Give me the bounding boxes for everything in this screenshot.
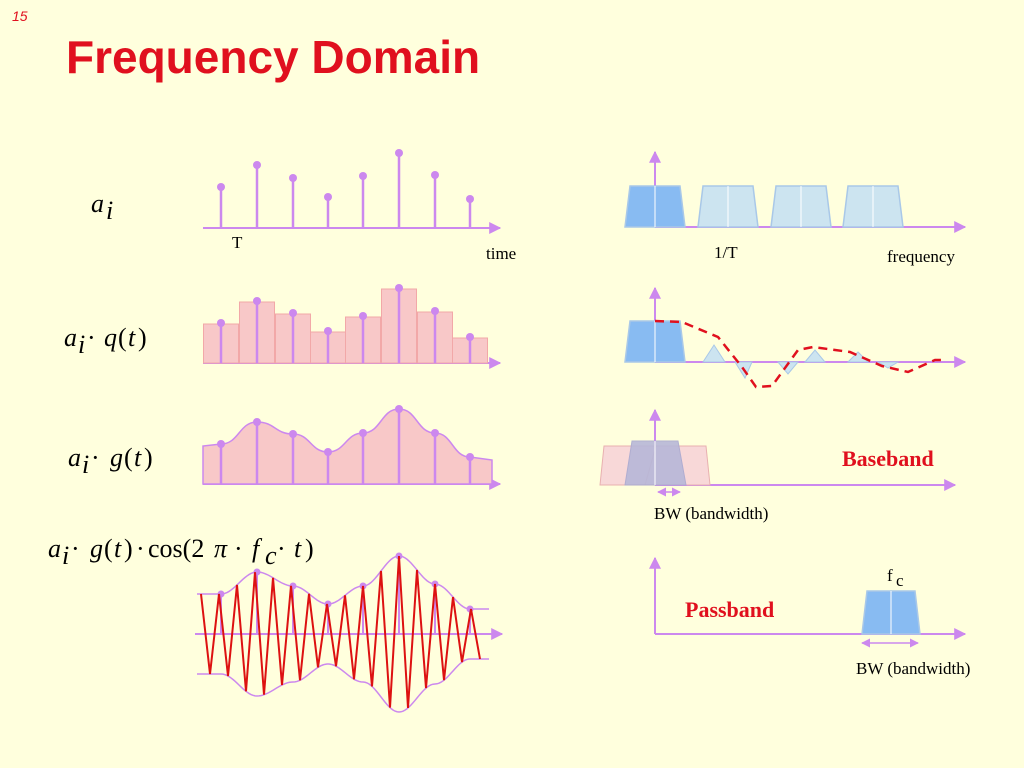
formula-a: a <box>91 189 104 218</box>
row3-formula: a i · g ( t ) <box>68 443 153 479</box>
pulse-dot <box>289 309 297 317</box>
spectrum-passband-plot <box>649 556 967 648</box>
formula-open: ( <box>118 323 127 352</box>
impulse-dot <box>395 149 403 157</box>
carrier-wave <box>200 555 481 708</box>
formula-sub-i: i <box>106 196 113 225</box>
passband-label: Passband <box>685 597 774 622</box>
formula-a: a <box>48 534 61 563</box>
formula-t: t <box>128 323 136 352</box>
formula-t: t <box>134 443 142 472</box>
formula-fn: g <box>110 443 123 472</box>
formula-dot: · <box>91 443 100 472</box>
shaped-dot <box>359 429 367 437</box>
slide-title: Frequency Domain <box>66 31 481 83</box>
period-label: T <box>232 233 243 252</box>
formula-dot: · <box>136 534 145 563</box>
formula-t: t <box>114 534 122 563</box>
passband-bandwidth-label: BW (bandwidth) <box>856 659 970 678</box>
formula-cos: cos(2 <box>148 534 204 563</box>
shaped-dot <box>466 453 474 461</box>
row4-formula: a i · g ( t ) · cos(2 π · f c · t ) <box>48 534 314 570</box>
upper-envelope <box>197 555 489 610</box>
row3-shaped-pulse-plot <box>202 405 502 490</box>
baseband-label: Baseband <box>842 446 934 471</box>
formula-close: ) <box>144 443 153 472</box>
shaped-dot <box>395 405 403 413</box>
impulse-dot <box>217 183 225 191</box>
impulse-dot <box>289 174 297 182</box>
pulse-dot <box>217 319 225 327</box>
formula-open: ( <box>124 443 133 472</box>
pulse-dot <box>253 297 261 305</box>
formula-close: ) <box>124 534 133 563</box>
formula-f: f <box>252 534 263 563</box>
formula-sub-i: i <box>62 541 69 570</box>
formula-sub-i: i <box>78 330 85 359</box>
inverse-period-label: 1/T <box>714 243 738 262</box>
formula-close: ) <box>305 534 314 563</box>
sidelobe <box>702 344 726 363</box>
formula-sub-i: i <box>82 450 89 479</box>
pulse-dot <box>395 284 403 292</box>
freq-axis-label: frequency <box>887 247 955 266</box>
impulse-dot <box>324 193 332 201</box>
formula-t: t <box>294 534 302 563</box>
formula-close: ) <box>138 323 147 352</box>
formula-fn: q <box>104 323 117 352</box>
formula-fn: g <box>90 534 103 563</box>
formula-a: a <box>68 443 81 472</box>
dashed-envelope <box>654 319 945 389</box>
formula-dot: · <box>71 534 80 563</box>
pulse-dot <box>466 333 474 341</box>
spectrum-rect-pulse-plot <box>624 286 967 389</box>
row4-modulated-plot <box>195 552 504 713</box>
formula-dot: · <box>277 534 286 563</box>
impulse-dot <box>431 171 439 179</box>
formula-dot: · <box>87 323 96 352</box>
slide-number: 15 <box>12 8 28 24</box>
formula-pi: π <box>214 534 228 563</box>
pulse-dot <box>359 312 367 320</box>
formula-sub-c: c <box>265 541 277 570</box>
shaped-dot <box>431 429 439 437</box>
carrier-frequency-sub: c <box>896 571 904 590</box>
impulse-dot <box>253 161 261 169</box>
formula-a: a <box>64 323 77 352</box>
spectrum-baseband-plot <box>599 408 957 497</box>
sidelobe <box>803 349 827 363</box>
row1-formula: a i <box>91 189 113 225</box>
pulse-dot <box>324 327 332 335</box>
shaped-dot <box>217 440 225 448</box>
formula-open: ( <box>104 534 113 563</box>
shaped-dot <box>289 430 297 438</box>
baseband-bandwidth-label: BW (bandwidth) <box>654 504 768 523</box>
spectrum-sampled-plot <box>624 150 967 233</box>
row1-impulse-plot <box>203 149 502 234</box>
impulse-dot <box>359 172 367 180</box>
impulse-dot <box>466 195 474 203</box>
formula-dot: · <box>234 534 243 563</box>
pulse-dot <box>431 307 439 315</box>
shaped-dot <box>324 448 332 456</box>
shaped-pulse-area <box>202 408 493 485</box>
time-axis-label: time <box>486 244 516 263</box>
row2-rect-pulse-plot <box>203 284 502 369</box>
shaped-dot <box>253 418 261 426</box>
carrier-frequency-label: f <box>887 566 893 585</box>
row2-formula: a i · q ( t ) <box>64 323 147 359</box>
